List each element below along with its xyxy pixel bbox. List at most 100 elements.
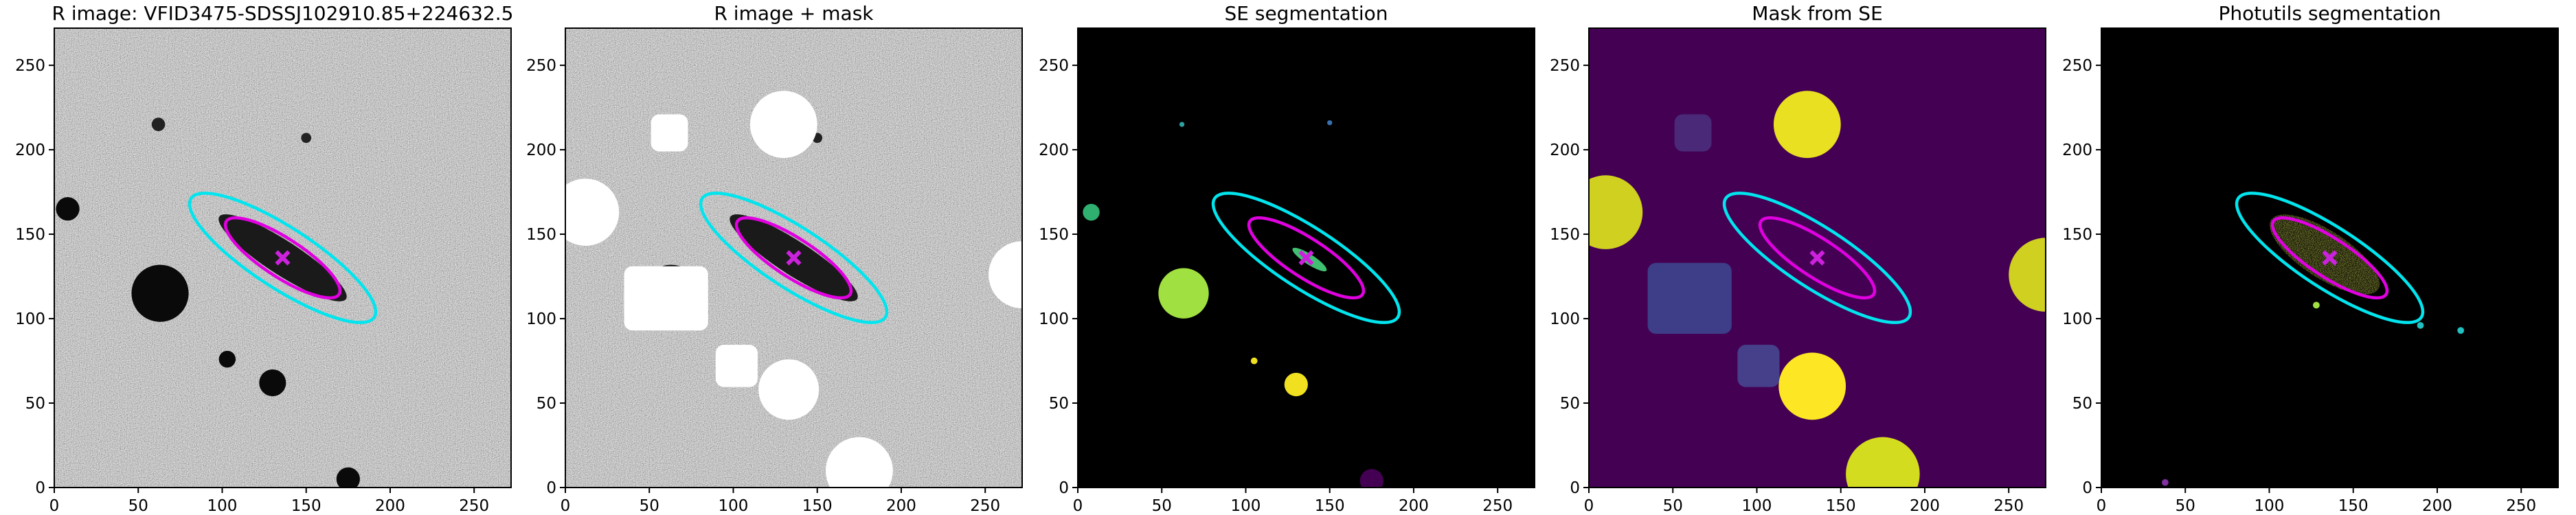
x-tick-label: 150 <box>1826 497 1856 515</box>
y-tick-label: 250 <box>2062 57 2092 75</box>
y-tick-label: 100 <box>2062 310 2092 328</box>
center-marker <box>786 250 802 266</box>
y-tick-label: 150 <box>526 226 556 244</box>
y-tick-label: 50 <box>1049 395 1069 413</box>
y-tick-label: 200 <box>15 141 45 159</box>
x-tick-label: 50 <box>2176 497 2195 515</box>
x-tick-label: 50 <box>640 497 659 515</box>
y-tick-label: 100 <box>1039 310 1069 328</box>
image-feature <box>1284 372 1308 397</box>
y-tick-label: 150 <box>2062 226 2092 244</box>
x-tick-label: 250 <box>459 497 489 515</box>
image-feature <box>1158 268 1209 319</box>
y-tick-label: 250 <box>1039 57 1069 75</box>
image-feature <box>2162 479 2169 486</box>
axes-frame <box>1588 27 2046 488</box>
image-feature <box>624 266 708 331</box>
x-tick-label: 200 <box>886 497 916 515</box>
x-tick-label: 250 <box>2506 497 2536 515</box>
image-feature <box>2313 301 2320 309</box>
image-feature <box>151 117 166 131</box>
image-feature <box>758 359 820 420</box>
image-feature <box>988 241 1022 308</box>
image-feature <box>1773 91 1841 159</box>
y-tick-label: 100 <box>526 310 556 328</box>
image-feature <box>259 369 286 397</box>
axes-frame <box>2101 27 2559 488</box>
image-feature <box>2417 321 2424 329</box>
y-tick-label: 150 <box>1039 226 1069 244</box>
x-tick-label: 200 <box>1910 497 1940 515</box>
y-tick-label: 50 <box>2072 395 2092 413</box>
image-feature <box>2457 327 2465 334</box>
image-feature <box>651 114 688 152</box>
aperture-ellipse <box>699 192 889 324</box>
image-feature <box>1359 469 1383 488</box>
x-tick-label: 0 <box>49 497 60 515</box>
image-feature <box>749 91 817 159</box>
aperture-ellipse <box>2235 192 2425 324</box>
x-tick-label: 150 <box>1315 497 1345 515</box>
axes-frame <box>565 27 1023 488</box>
y-tick-label: 200 <box>1039 141 1069 159</box>
image-feature <box>565 179 620 246</box>
image-feature <box>825 437 893 488</box>
y-tick-label: 250 <box>526 57 556 75</box>
axes-frame <box>1077 27 1535 488</box>
y-tick-label: 100 <box>15 310 45 328</box>
y-tick-label: 200 <box>526 141 556 159</box>
x-tick-label: 0 <box>2097 497 2107 515</box>
image <box>1078 28 1535 488</box>
panel-title: SE segmentation <box>1225 2 1388 25</box>
y-tick-label: 0 <box>2082 479 2092 497</box>
y-tick-label: 0 <box>1570 479 1580 497</box>
center-marker <box>275 250 291 266</box>
aperture-ellipse <box>2270 216 2389 300</box>
panel: 0 50 100 150 200 250 0 50 100 150 200 250 R image + … <box>526 2 1023 515</box>
center-marker <box>1809 250 1825 266</box>
y-tick-label: 200 <box>1550 141 1580 159</box>
x-tick-label: 50 <box>1663 497 1683 515</box>
center-marker <box>2322 250 2338 266</box>
image-feature <box>1589 175 1643 249</box>
x-tick-label: 50 <box>128 497 148 515</box>
panel: 0 50 100 150 200 250 0 50 100 150 200 250 SE segment… <box>1039 2 1535 515</box>
image-feature <box>1327 120 1333 126</box>
aperture-ellipse <box>1758 216 1877 300</box>
panel-title: Photutils segmentation <box>2218 2 2441 25</box>
panel: 0 50 100 150 200 250 0 50 100 150 200 250 R image: V… <box>15 2 513 515</box>
image-feature <box>336 467 360 488</box>
image <box>2101 28 2558 488</box>
image <box>1589 28 2046 488</box>
image-feature <box>2009 238 2046 312</box>
y-tick-label: 100 <box>1550 310 1580 328</box>
y-tick-label: 0 <box>35 479 45 497</box>
aperture-ellipse <box>1247 216 1366 300</box>
aperture-ellipse <box>1722 192 1912 324</box>
aperture-ellipse <box>734 216 853 300</box>
x-tick-label: 150 <box>291 497 321 515</box>
x-tick-label: 0 <box>1584 497 1594 515</box>
x-tick-label: 150 <box>2338 497 2369 515</box>
y-tick-label: 50 <box>1560 395 1580 413</box>
x-tick-label: 0 <box>561 497 571 515</box>
x-tick-label: 100 <box>1231 497 1261 515</box>
image-feature <box>1778 352 1846 420</box>
y-tick-label: 50 <box>25 395 45 413</box>
x-tick-label: 100 <box>2255 497 2285 515</box>
axes-frame <box>54 27 512 488</box>
y-tick-label: 0 <box>546 479 556 497</box>
y-tick-label: 50 <box>536 395 556 413</box>
panel: 0 50 100 150 200 250 0 50 100 150 200 250 Mask from … <box>1550 2 2046 515</box>
y-tick-label: 150 <box>15 226 45 244</box>
x-tick-label: 200 <box>1399 497 1429 515</box>
image-feature <box>1674 114 1712 152</box>
aperture-ellipse <box>223 216 342 300</box>
image-feature <box>1737 345 1780 387</box>
x-tick-label: 0 <box>1073 497 1083 515</box>
panel-title: Mask from SE <box>1752 2 1883 25</box>
x-tick-label: 250 <box>1993 497 2024 515</box>
image-feature <box>1083 203 1100 221</box>
x-tick-label: 250 <box>970 497 1000 515</box>
center-marker <box>1298 250 1314 266</box>
